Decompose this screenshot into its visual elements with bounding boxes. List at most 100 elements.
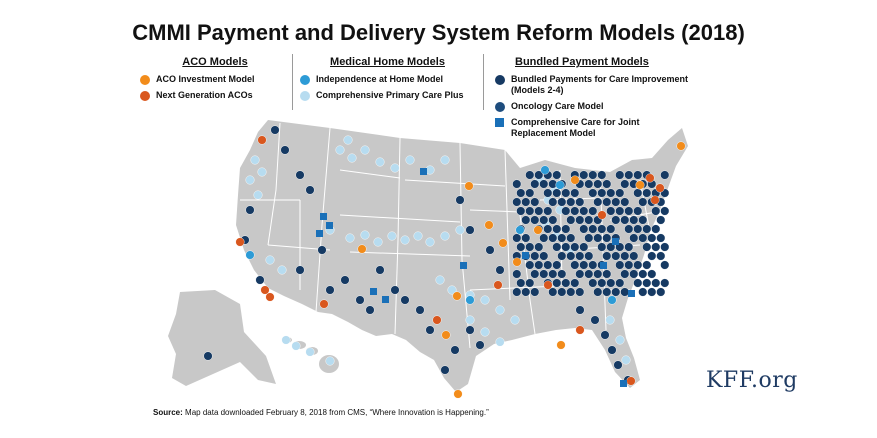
bundled-payments-marker <box>602 179 612 189</box>
bundled-payments-marker <box>647 251 657 261</box>
primary-care-marker <box>277 265 287 275</box>
bundled-payments-marker <box>557 197 567 207</box>
joint-replacement-marker <box>382 296 389 303</box>
bundled-payments-marker <box>602 197 612 207</box>
light-blue-circle-icon <box>300 91 310 101</box>
legend-item-next-gen-aco: Next Generation ACOs <box>140 90 290 101</box>
bundled-payments-marker <box>575 197 585 207</box>
bundled-payments-marker <box>647 287 657 297</box>
bundled-payments-marker <box>588 260 598 270</box>
primary-care-marker <box>400 235 410 245</box>
aco-investment-marker <box>452 291 462 301</box>
aco-investment-marker <box>484 220 494 230</box>
bundled-payments-marker <box>375 265 385 275</box>
aco-investment-marker <box>570 175 580 185</box>
bundled-payments-marker <box>579 170 589 180</box>
bundled-payments-marker <box>516 278 526 288</box>
orange-circle-icon <box>140 75 150 85</box>
next-gen-aco-marker <box>597 210 607 220</box>
bundled-payments-marker <box>620 287 630 297</box>
bundled-payments-marker <box>543 206 553 216</box>
bundled-payments-marker <box>465 325 475 335</box>
bundled-payments-marker <box>245 205 255 215</box>
bundled-payments-marker <box>602 251 612 261</box>
bundled-payments-marker <box>530 215 540 225</box>
bundled-payments-marker <box>270 125 280 135</box>
bundled-payments-marker <box>660 206 670 216</box>
legend-item-joint-replacement: Comprehensive Care for Joint Replacement… <box>495 117 705 139</box>
source-note: Source: Map data downloaded February 8, … <box>153 408 489 417</box>
bundled-payments-marker <box>642 224 652 234</box>
bundled-payments-marker <box>512 269 522 279</box>
bundled-payments-marker <box>525 278 535 288</box>
bundled-payments-marker <box>656 215 666 225</box>
bundled-payments-marker <box>606 188 616 198</box>
bundled-payments-marker <box>575 287 585 297</box>
legend-item-bundled-payments: Bundled Payments for Care Improvement (M… <box>495 74 705 96</box>
bundled-payments-marker <box>557 287 567 297</box>
bundled-payments-marker <box>525 170 535 180</box>
bundled-payments-marker <box>570 242 580 252</box>
next-gen-aco-marker <box>319 299 329 309</box>
bundled-payments-marker <box>521 197 531 207</box>
legend-aco-heading: ACO Models <box>182 56 248 68</box>
next-gen-aco-marker <box>257 135 267 145</box>
aco-investment-marker <box>357 244 367 254</box>
bundled-payments-marker <box>647 233 657 243</box>
bundled-payments-marker <box>530 197 540 207</box>
bundled-payments-marker <box>597 242 607 252</box>
bundled-payments-marker <box>602 287 612 297</box>
joint-replacement-marker <box>600 262 607 269</box>
primary-care-marker <box>455 225 465 235</box>
primary-care-marker <box>440 231 450 241</box>
bundled-payments-marker <box>624 206 634 216</box>
dark-blue-circle-icon <box>495 102 505 112</box>
bundled-payments-marker <box>579 206 589 216</box>
primary-care-marker <box>250 155 260 165</box>
bundled-payments-marker <box>295 170 305 180</box>
independence-home-marker <box>515 225 525 235</box>
bundled-payments-marker <box>512 197 522 207</box>
bundled-payments-marker <box>629 251 639 261</box>
bundled-payments-marker <box>620 251 630 261</box>
bundled-payments-marker <box>552 170 562 180</box>
bundled-payments-marker <box>539 233 549 243</box>
bundled-payments-marker <box>633 224 643 234</box>
bundled-payments-marker <box>557 269 567 279</box>
bundled-payments-marker <box>561 188 571 198</box>
bundled-payments-marker <box>570 188 580 198</box>
bundled-payments-marker <box>606 206 616 216</box>
bundled-payments-marker <box>485 245 495 255</box>
next-gen-aco-marker <box>235 237 245 247</box>
bundled-payments-marker <box>660 170 670 180</box>
bundled-payments-marker <box>651 224 661 234</box>
primary-care-marker <box>465 315 475 325</box>
independence-home-marker <box>465 295 475 305</box>
legend-label: Comprehensive Primary Care Plus <box>316 90 464 100</box>
bundled-payments-marker <box>615 206 625 216</box>
bundled-payments-marker <box>615 278 625 288</box>
bundled-payments-marker <box>613 360 623 370</box>
primary-care-marker <box>347 153 357 163</box>
bundled-payments-marker <box>561 242 571 252</box>
bundled-payments-marker <box>548 287 558 297</box>
joint-replacement-marker <box>612 238 619 245</box>
independence-home-marker <box>245 250 255 260</box>
bundled-payments-marker <box>575 251 585 261</box>
bundled-payments-marker <box>584 251 594 261</box>
bundled-payments-marker <box>557 233 567 243</box>
bundled-payments-marker <box>588 224 598 234</box>
bundled-payments-marker <box>465 225 475 235</box>
bundled-payments-marker <box>615 188 625 198</box>
bundled-payments-marker <box>534 242 544 252</box>
bundled-payments-marker <box>611 287 621 297</box>
legend-label: ACO Investment Model <box>156 74 255 84</box>
bundled-payments-marker <box>440 365 450 375</box>
bundled-payments-marker <box>534 206 544 216</box>
bundled-payments-marker <box>530 179 540 189</box>
next-gen-aco-marker <box>543 280 553 290</box>
bundled-payments-marker <box>602 233 612 243</box>
bundled-payments-marker <box>624 260 634 270</box>
bundled-payments-marker <box>512 179 522 189</box>
markers-layer <box>203 125 686 399</box>
